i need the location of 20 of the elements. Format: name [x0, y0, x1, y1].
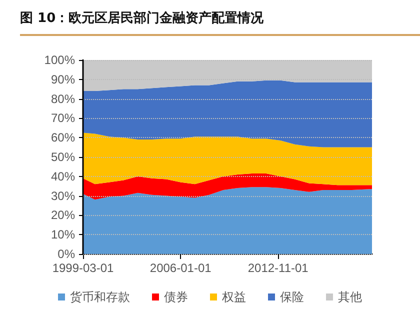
y-tick-label: 90%	[50, 72, 76, 86]
legend-label: 债券	[164, 290, 188, 304]
y-tick-label: 70%	[50, 111, 76, 126]
legend-label: 货币和存款	[70, 290, 130, 304]
y-tick-label: 60%	[50, 130, 76, 145]
legend-label: 其他	[338, 290, 362, 304]
y-tick-label: 40%	[50, 169, 76, 184]
chart-title: 图 10：欧元区居民部门金融资产配置情况	[20, 10, 264, 27]
x-tick-label: 1999-03-01	[52, 261, 114, 275]
y-tick-label: 10%	[50, 228, 76, 242]
y-tick-label: 50%	[50, 150, 76, 164]
y-tick-label: 30%	[50, 188, 76, 203]
y-tick-label: 80%	[50, 92, 76, 106]
x-tick-label: 2006-01-01	[150, 261, 212, 275]
y-tick-label: 100%	[44, 53, 76, 67]
legend-label: 保险	[280, 290, 304, 304]
y-tick-label: 20%	[50, 208, 76, 222]
x-tick-label: 2012-11-01	[248, 261, 309, 275]
y-tick-label: 0%	[58, 247, 76, 261]
legend-label: 权益	[221, 290, 246, 304]
